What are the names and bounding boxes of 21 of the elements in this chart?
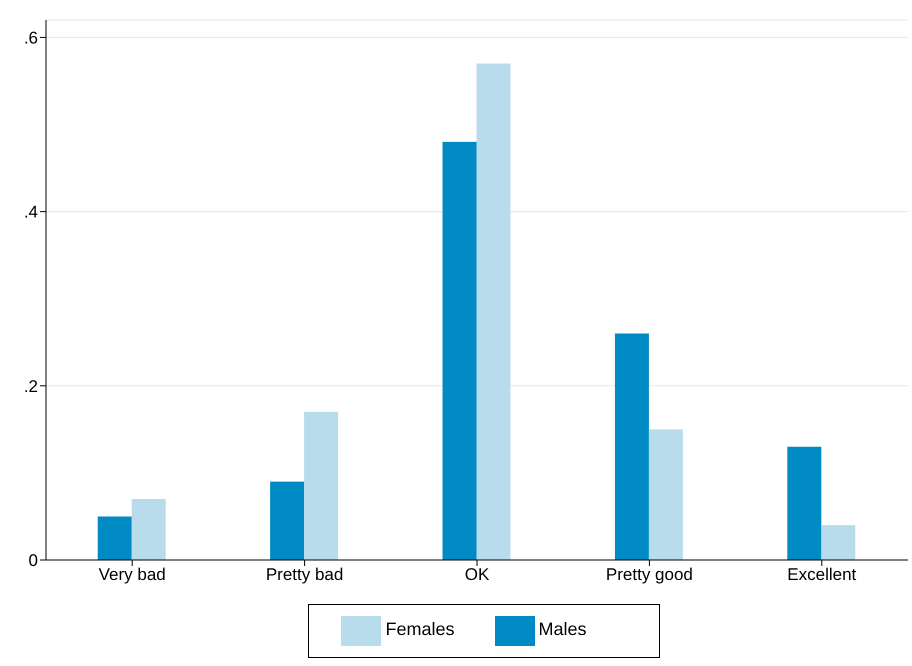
bar [614,334,649,560]
bar [476,64,511,560]
bar [787,446,822,560]
bar [270,482,304,560]
bar [304,412,338,560]
x-tick-label: OK [464,565,490,584]
bar [442,142,477,560]
x-tick-label: Pretty good [606,565,693,584]
x-tick-label: Very bad [98,565,166,584]
y-tick-label: .6 [24,28,38,48]
x-tick-label: Excellent [787,565,857,584]
y-tick-label: .4 [24,202,38,222]
bar [821,525,856,560]
y-tick-label: 0 [28,551,38,570]
legend-label: Females [385,619,454,640]
x-tick-label: Pretty bad [266,565,344,584]
y-tick-label: .2 [24,376,38,396]
bar [648,429,683,560]
bar [132,499,166,560]
legend-label: Males [538,619,587,640]
bar [98,516,132,560]
